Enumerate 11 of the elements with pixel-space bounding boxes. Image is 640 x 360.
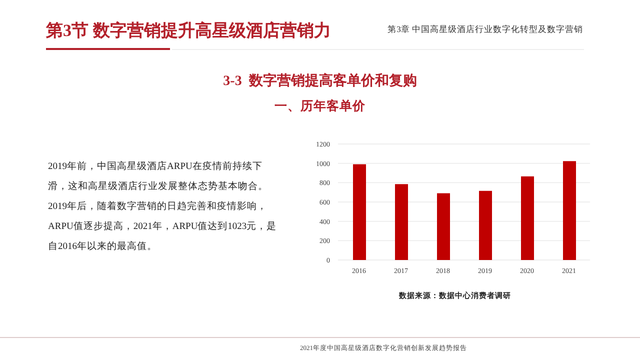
- bar: [479, 190, 492, 260]
- chart-title: 3-3 数字营销提高客单价和复购: [222, 72, 418, 90]
- bar: [353, 164, 366, 260]
- bar: [395, 184, 408, 260]
- bar: [563, 161, 576, 260]
- chart-subtitle: 一、历年客单价: [274, 98, 366, 115]
- text: 第3章 中国高星级酒店行业数字化转型及数字营销: [388, 24, 583, 36]
- text: 2019年前，中国高星级酒店ARPU在疫情前持续下滑，这和高星级酒店行业发展整体态势基本吻合。2019年后，随着数字营销的日趋完善和疫情影响，ARPU值逐步提高，2021年，ARPU值达到1023元，是自2016年以来的最高值。: [48, 160, 278, 254]
- bar: [437, 193, 450, 260]
- bar: [521, 176, 534, 260]
- text: 第3节 数字营销提升高星级酒店营销力: [46, 20, 331, 42]
